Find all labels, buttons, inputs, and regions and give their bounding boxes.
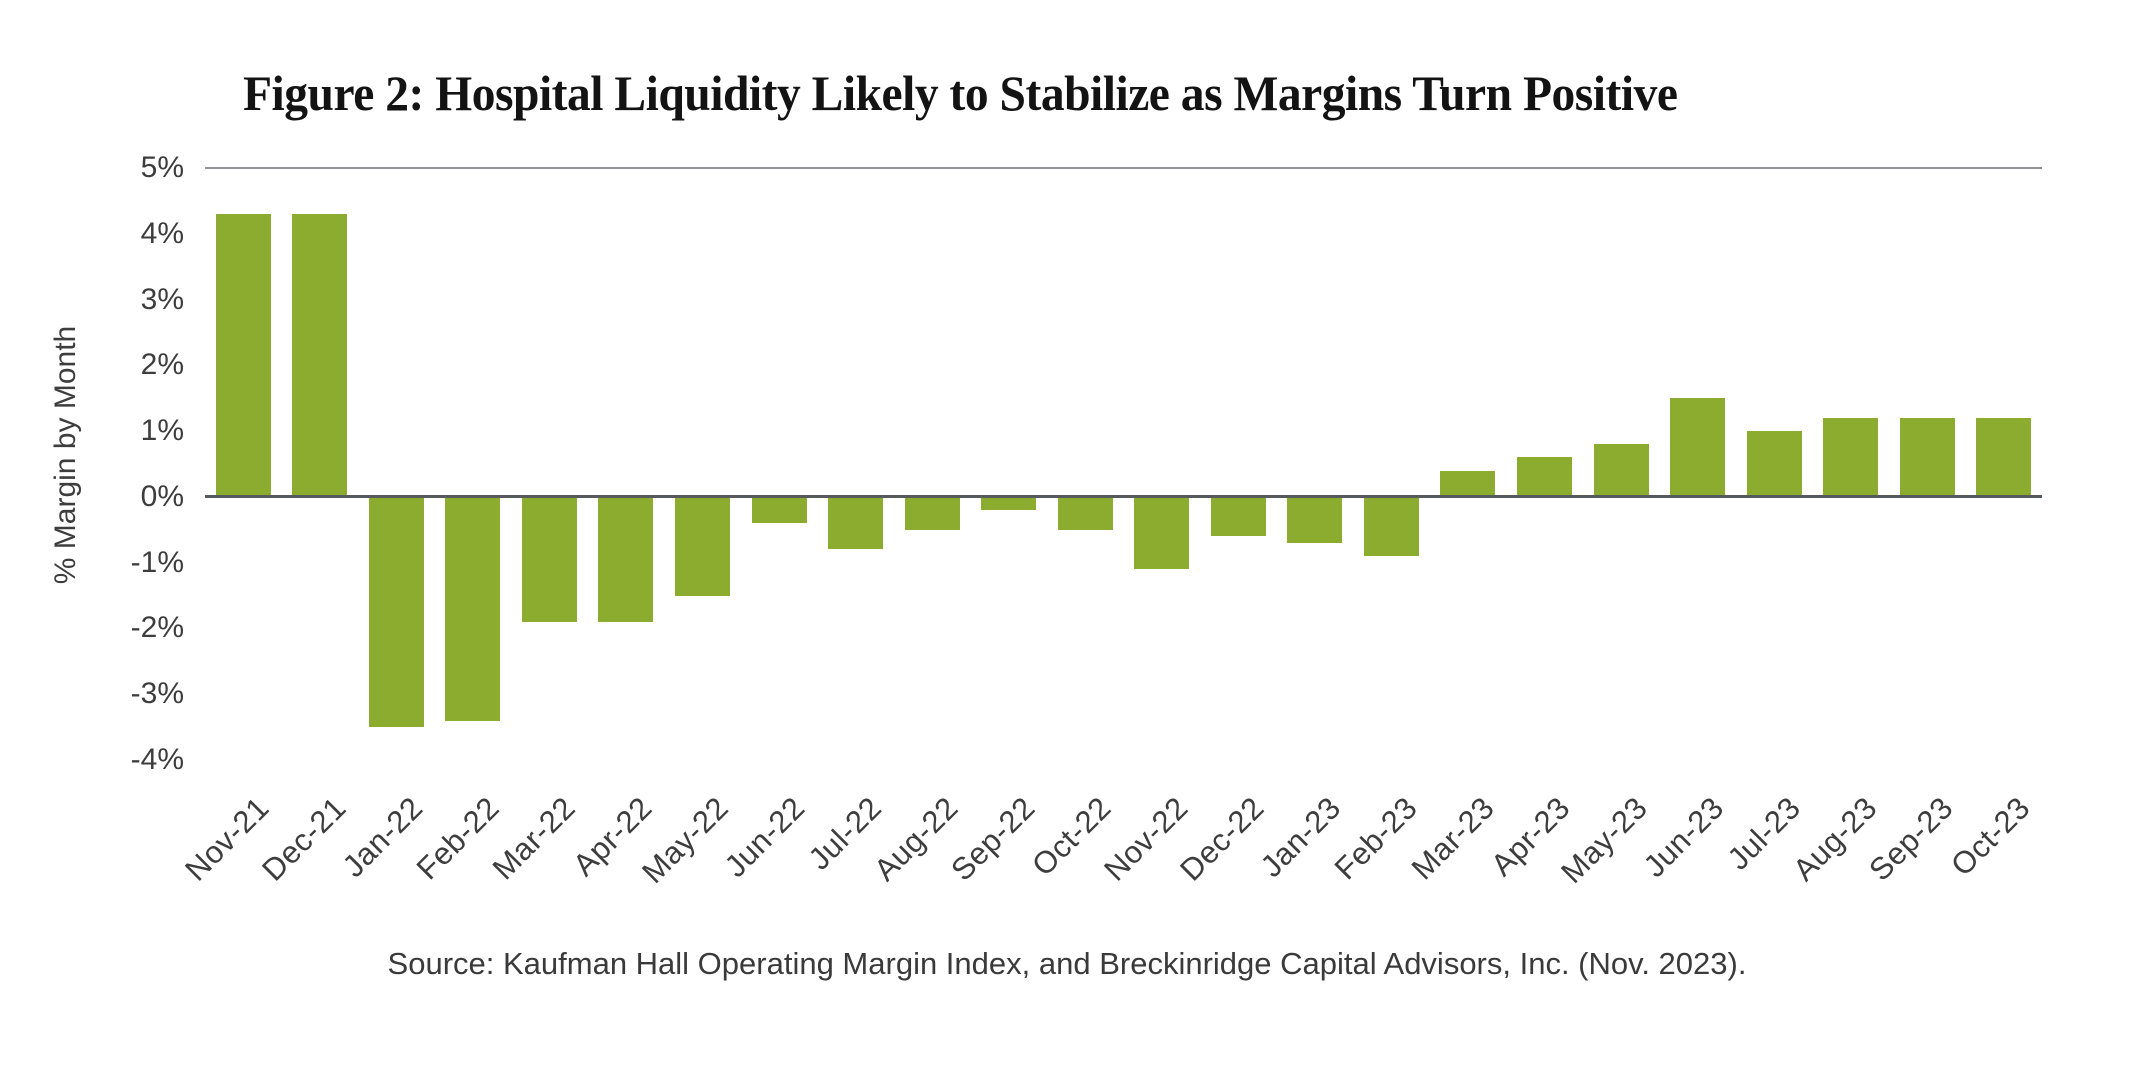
y-tick-label-3: 3% — [140, 282, 184, 316]
bar-mar-23 — [1440, 470, 1496, 497]
bar-jan-23 — [1287, 496, 1343, 543]
x-tick-label-may-22: May-22 — [635, 790, 736, 890]
bar-jan-22 — [368, 496, 424, 728]
x-tick-label-aug-22: Aug-22 — [867, 790, 965, 888]
bar-oct-23 — [1976, 417, 2032, 497]
zero-axis-line — [205, 495, 2042, 498]
bar-feb-22 — [445, 496, 501, 721]
x-tick-label-jun-22: Jun-22 — [717, 790, 812, 884]
x-tick-label-dec-22: Dec-22 — [1173, 790, 1272, 888]
y-tick-label--4: -4% — [130, 743, 184, 776]
y-tick-label--1: -1% — [130, 545, 184, 579]
x-tick-label-nov-21: Nov-21 — [178, 790, 277, 888]
y-tick-label-5: 5% — [140, 151, 184, 184]
y-tick-label-2: 2% — [140, 348, 184, 382]
bar-dec-22 — [1210, 496, 1266, 537]
x-tick-label-sep-22: Sep-22 — [943, 790, 1042, 888]
bar-mar-22 — [521, 496, 577, 622]
bar-apr-22 — [598, 496, 654, 622]
bar-jul-22 — [828, 496, 884, 550]
bar-aug-23 — [1823, 417, 1879, 497]
bar-sep-23 — [1899, 417, 1955, 497]
bar-may-22 — [675, 496, 731, 596]
x-tick-label-sep-23: Sep-23 — [1862, 790, 1960, 888]
bar-oct-22 — [1057, 496, 1113, 530]
y-tick-label--2: -2% — [130, 611, 184, 645]
x-tick-label-feb-23: Feb-23 — [1327, 790, 1425, 887]
bar-jun-22 — [751, 496, 807, 524]
x-tick-label-oct-23: Oct-23 — [1943, 790, 2037, 883]
x-tick-label-mar-23: Mar-23 — [1404, 790, 1501, 887]
x-tick-label-jun-23: Jun-23 — [1636, 790, 1731, 884]
bar-sep-22 — [981, 496, 1037, 511]
x-tick-label-jan-23: Jan-23 — [1253, 790, 1348, 884]
bar-jun-23 — [1670, 398, 1726, 497]
x-tick-label-may-23: May-23 — [1553, 790, 1654, 890]
y-tick-label-1: 1% — [140, 414, 184, 448]
bar-may-23 — [1593, 444, 1649, 497]
y-tick-label-4: 4% — [140, 216, 184, 250]
gridline-5-percent — [205, 167, 2042, 169]
x-tick-label-mar-22: Mar-22 — [485, 790, 583, 887]
source-note: Source: Kaufman Hall Operating Margin In… — [387, 946, 1747, 981]
bar-feb-23 — [1363, 496, 1419, 557]
bar-apr-23 — [1516, 457, 1572, 497]
bar-dec-21 — [292, 214, 348, 497]
y-tick-label--3: -3% — [130, 677, 184, 711]
figure-title: Figure 2: Hospital Liquidity Likely to S… — [243, 65, 1678, 121]
y-tick-label-0: 0% — [140, 479, 184, 513]
x-tick-label-feb-22: Feb-22 — [409, 790, 506, 887]
x-tick-label-aug-23: Aug-23 — [1785, 790, 1884, 888]
bar-nov-22 — [1134, 496, 1190, 570]
x-tick-label-nov-22: Nov-22 — [1096, 790, 1195, 888]
bar-jul-23 — [1746, 431, 1802, 497]
bar-aug-22 — [904, 496, 960, 530]
bar-nov-21 — [215, 214, 271, 497]
x-tick-label-jan-22: Jan-22 — [335, 790, 430, 884]
x-tick-label-dec-21: Dec-21 — [255, 790, 353, 888]
